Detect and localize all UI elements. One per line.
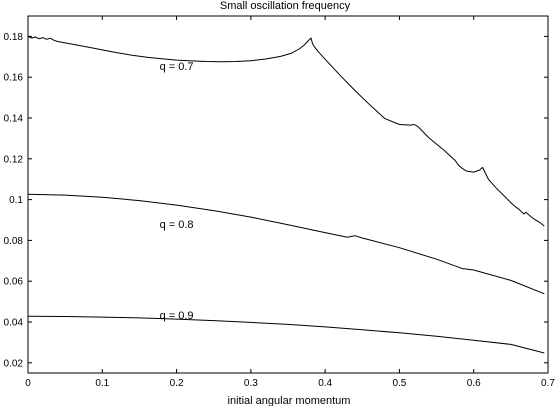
series-group: [27, 35, 545, 354]
y-tick-label: 0.02: [4, 358, 24, 369]
y-tick-label: 0.04: [4, 318, 24, 329]
y-tick-label: 0.08: [4, 236, 24, 247]
series-line-1: [27, 35, 545, 227]
x-tick-label: 0.5: [392, 378, 406, 389]
plot-frame: [27, 15, 549, 374]
y-tick-label: 0.12: [4, 154, 24, 165]
x-axis: 0 0.1 0.2 0.3 0.4 0.5 0.6 0.7: [25, 16, 555, 389]
series-label-3: q = 0.9: [160, 310, 194, 322]
series-labels: q = 0.7 q = 0.8 q = 0.9: [160, 61, 194, 322]
series-label-2: q = 0.8: [160, 219, 194, 231]
y-tick-label: 0.06: [4, 277, 24, 288]
y-axis: 0.02 0.04 0.06 0.08 0.1 0.12 0.14 0.16 0.18: [4, 32, 548, 369]
x-tick-label: 0.1: [95, 378, 109, 389]
chart-title: Small oscillation frequency: [220, 0, 351, 12]
x-tick-label: 0.2: [170, 378, 184, 389]
x-axis-label: initial angular momentum: [228, 395, 351, 406]
series-line-3: [27, 315, 545, 354]
y-tick-label: 0.14: [4, 114, 24, 125]
x-tick-label: 0.7: [541, 378, 555, 389]
series-label-1: q = 0.7: [160, 61, 194, 73]
plot-border: [27, 15, 549, 374]
y-tick-label: 0.1: [9, 195, 23, 206]
y-tick-label: 0.16: [4, 73, 24, 84]
x-tick-label: 0.6: [467, 378, 481, 389]
x-tick-label: 0.3: [244, 378, 258, 389]
x-tick-label: 0: [25, 378, 31, 389]
series-line-2: [27, 193, 545, 295]
y-tick-label: 0.18: [4, 32, 24, 43]
x-tick-label: 0.4: [318, 378, 332, 389]
